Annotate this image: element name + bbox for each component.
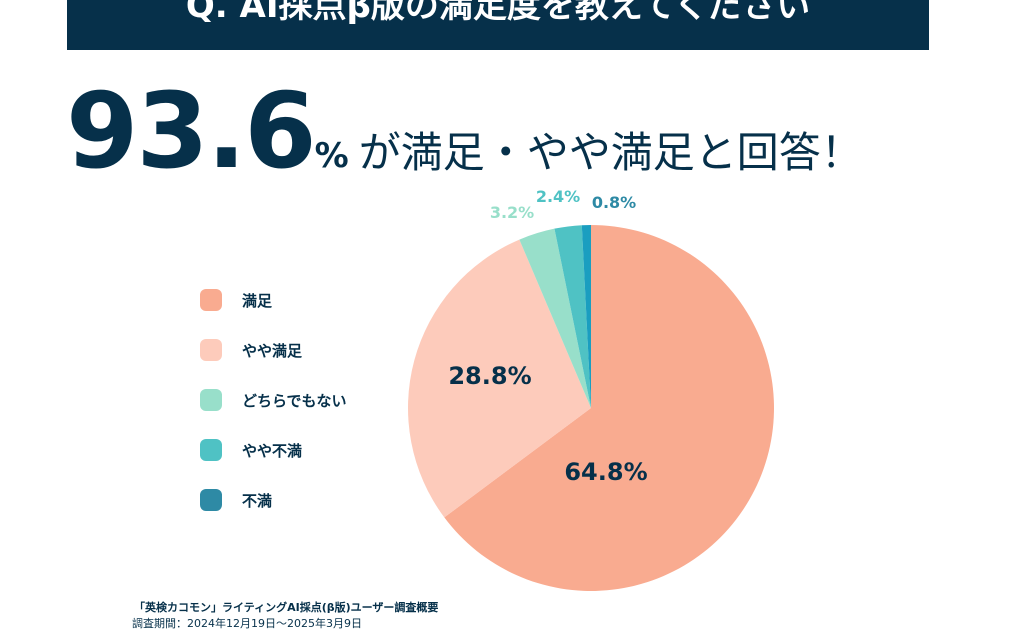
chart-title: Q. AI採点β版の満足度を教えてください <box>185 0 811 26</box>
legend: 満足やや満足どちらでもない やや不満不満 <box>200 275 347 525</box>
legend-item: 満足 <box>200 275 347 325</box>
pie-slice-3 <box>554 225 591 408</box>
legend-swatch <box>200 439 222 461</box>
headline: 93.6% が満足・やや満足と回答！ <box>66 70 863 192</box>
legend-item: どちらでもない <box>200 375 347 425</box>
data-label: 2.4% <box>536 187 580 206</box>
title-banner: Q. AI採点β版の満足度を教えてください <box>67 0 929 50</box>
legend-swatch <box>200 339 222 361</box>
pie-slice-2 <box>519 228 591 408</box>
headline-value: 93.6 <box>66 70 317 192</box>
survey-title: 「英検カコモン」ライティングAI採点(β版)ユーザー調査概要 <box>134 601 439 614</box>
legend-swatch <box>200 289 222 311</box>
legend-item: やや満足 <box>200 325 347 375</box>
legend-swatch <box>200 489 222 511</box>
legend-label: やや満足 <box>242 341 303 360</box>
legend-label: 満足 <box>242 291 273 310</box>
pie-slice-4 <box>581 225 591 408</box>
headline-unit: % <box>314 136 349 176</box>
legend-swatch <box>200 389 222 411</box>
data-label: 28.8% <box>448 362 531 390</box>
legend-item: やや不満 <box>200 425 347 475</box>
pie-slice-1 <box>407 239 591 518</box>
legend-item: 不満 <box>200 475 347 525</box>
survey-period: 調査期間：2024年12月19日～2025年3月9日 <box>132 617 362 630</box>
data-label: 0.8% <box>592 193 636 212</box>
headline-text: が満足・やや満足と回答！ <box>358 128 863 177</box>
pie-slice-0 <box>444 225 774 591</box>
legend-label: やや不満 <box>242 441 303 460</box>
data-label: 3.2% <box>490 203 534 222</box>
data-label: 64.8% <box>564 458 647 486</box>
legend-label: どちらでもない <box>242 391 347 410</box>
legend-label: 不満 <box>242 491 273 510</box>
